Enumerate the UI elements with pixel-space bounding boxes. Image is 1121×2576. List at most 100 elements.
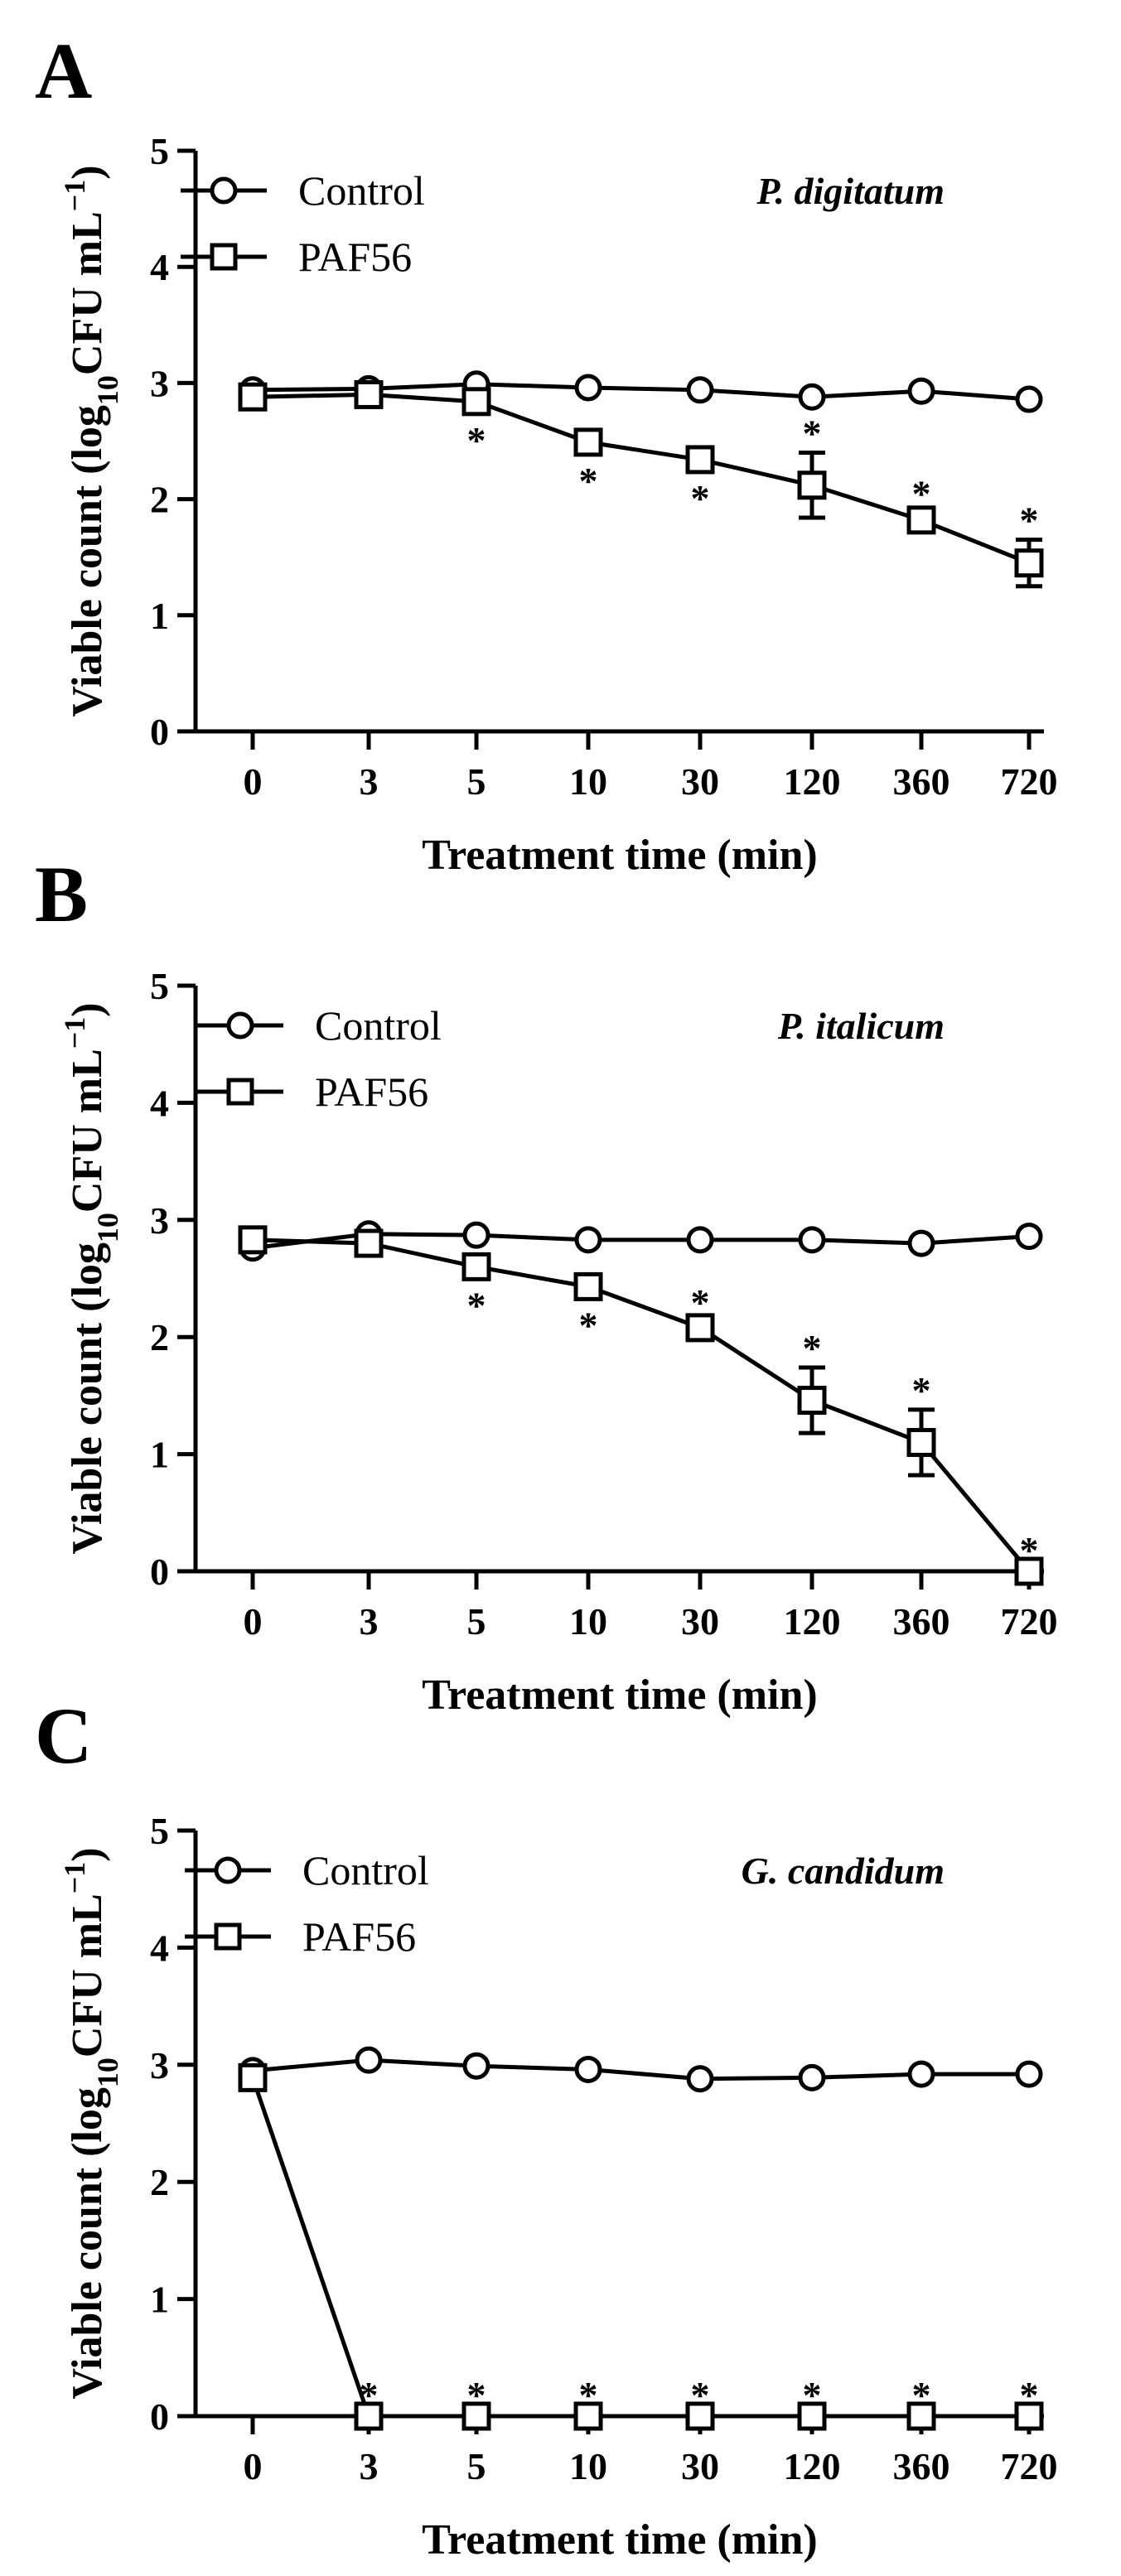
data-point-square xyxy=(797,2401,827,2431)
x-tick-label: 360 xyxy=(893,2445,950,2487)
x-tick-label: 720 xyxy=(1001,760,1058,803)
y-tick-label: 0 xyxy=(150,2395,169,2438)
legend-label: Control xyxy=(302,1847,429,1893)
legend-marker-square xyxy=(214,1922,242,1951)
y-title-middle: CFU mL xyxy=(64,1893,111,2057)
series-line xyxy=(250,2077,1029,2419)
x-tick-label: 3 xyxy=(360,760,379,803)
x-tick-label: 0 xyxy=(244,1600,263,1643)
data-point-square xyxy=(685,2401,715,2431)
data-point-circle xyxy=(907,377,935,405)
y-title-sup: −1 xyxy=(58,1017,91,1049)
y-tick-label: 3 xyxy=(150,362,169,404)
data-point-circle xyxy=(686,376,714,404)
chart-panel-b: B 0 1 2 3 4 5 0 3 5 10 30 120 360 720 Treatment time (m… xyxy=(35,850,1058,1719)
x-axis-title: Treatment time (min) xyxy=(422,2516,817,2564)
legend-marker-square xyxy=(226,1078,254,1106)
data-point-circle xyxy=(574,1226,602,1254)
x-tick-label: 5 xyxy=(467,760,486,803)
data-point-circle xyxy=(355,2046,383,2074)
series-paf56: * * * * * * * xyxy=(238,2062,1044,2431)
data-point-circle xyxy=(462,1221,490,1249)
chart-panel-c: C 0 1 2 3 4 5 0 3 5 10 30 120 360 720 Treatment time (m… xyxy=(35,1691,1058,2564)
data-point-circle xyxy=(907,2060,935,2088)
y-title-sub: 10 xyxy=(91,1213,124,1242)
y-tick-label: 5 xyxy=(150,965,169,1007)
y-title-sup: −1 xyxy=(58,180,91,212)
data-point-square xyxy=(1014,1556,1044,1586)
y-tick-label: 1 xyxy=(150,2279,169,2321)
y-title-middle: CFU mL xyxy=(64,1049,111,1213)
y-axis-title: Viable count (log10CFU mL−1) xyxy=(58,1847,124,2399)
significance-star: * xyxy=(803,2374,822,2416)
series-line xyxy=(252,392,1030,566)
legend: Control PAF56 xyxy=(181,167,425,280)
significance-star: * xyxy=(467,419,486,461)
legend: Control PAF56 xyxy=(197,1002,442,1115)
data-point-square xyxy=(354,1228,384,1258)
legend-marker-circle xyxy=(214,1856,242,1884)
significance-star: * xyxy=(912,2374,931,2416)
y-tick-label: 1 xyxy=(150,595,169,637)
data-point-circle xyxy=(462,2052,490,2080)
significance-star: * xyxy=(467,1284,486,1326)
x-tick-label: 0 xyxy=(244,2445,263,2487)
significance-star: * xyxy=(912,472,931,514)
data-point-square xyxy=(906,1427,936,1457)
y-tick-label: 0 xyxy=(150,711,169,753)
x-axis-title: Treatment time (min) xyxy=(422,832,817,879)
series-line xyxy=(252,382,1030,402)
species-label: G. candidum xyxy=(742,1850,945,1892)
species-label: P. digitatum xyxy=(756,170,945,212)
x-tick-label: 720 xyxy=(1001,2445,1058,2487)
data-point-circle xyxy=(686,2065,714,2093)
species-label: P. italicum xyxy=(777,1005,945,1047)
data-point-circle xyxy=(574,2055,602,2083)
x-tick-label: 360 xyxy=(893,1600,950,1643)
legend-label: PAF56 xyxy=(315,1069,428,1115)
x-tick-label: 10 xyxy=(569,760,607,803)
legend-label: PAF56 xyxy=(298,234,412,280)
series-paf56: * * * * * * xyxy=(238,379,1044,589)
significance-star: * xyxy=(803,1327,822,1369)
significance-star: * xyxy=(691,1281,710,1324)
legend-marker-circle xyxy=(226,1011,254,1040)
y-tick-label: 2 xyxy=(150,1316,169,1358)
data-point-square xyxy=(573,2401,603,2431)
y-tick-label: 1 xyxy=(150,1434,169,1476)
legend-label: PAF56 xyxy=(302,1913,416,1960)
y-title-sub: 10 xyxy=(91,2057,124,2087)
legend-label: Control xyxy=(315,1002,442,1049)
data-point-circle xyxy=(1015,1223,1043,1251)
y-tick-label: 3 xyxy=(150,1199,169,1242)
y-title-end: ) xyxy=(64,1847,111,1861)
data-point-square xyxy=(797,470,827,500)
significance-star: * xyxy=(579,2374,598,2416)
panel-letter: B xyxy=(35,850,88,938)
legend: Control PAF56 xyxy=(185,1847,429,1960)
data-point-square xyxy=(461,387,491,417)
data-point-square xyxy=(461,2401,491,2431)
significance-star: * xyxy=(803,412,822,455)
y-tick-label: 2 xyxy=(150,2161,169,2203)
y-tick-label: 0 xyxy=(150,1551,169,1593)
data-point-square xyxy=(354,2401,384,2431)
significance-star: * xyxy=(1020,1529,1039,1571)
legend-label: Control xyxy=(298,167,425,214)
y-title-end: ) xyxy=(64,1002,111,1016)
data-point-square xyxy=(238,1225,268,1255)
y-title-end: ) xyxy=(64,165,111,179)
data-point-circle xyxy=(1015,2060,1043,2088)
y-title-sup: −1 xyxy=(58,1862,91,1894)
data-point-square xyxy=(461,1252,491,1281)
data-point-square xyxy=(906,505,936,535)
series-line xyxy=(252,1237,1031,1573)
data-point-square xyxy=(354,379,384,409)
series-control xyxy=(239,2046,1043,2093)
y-title-main: Viable count (log xyxy=(64,405,111,717)
data-point-square xyxy=(1014,2401,1044,2431)
x-tick-label: 0 xyxy=(244,760,263,803)
panel-letter: C xyxy=(35,1691,92,1780)
significance-star: * xyxy=(360,2374,379,2416)
data-point-circle xyxy=(907,1229,935,1257)
